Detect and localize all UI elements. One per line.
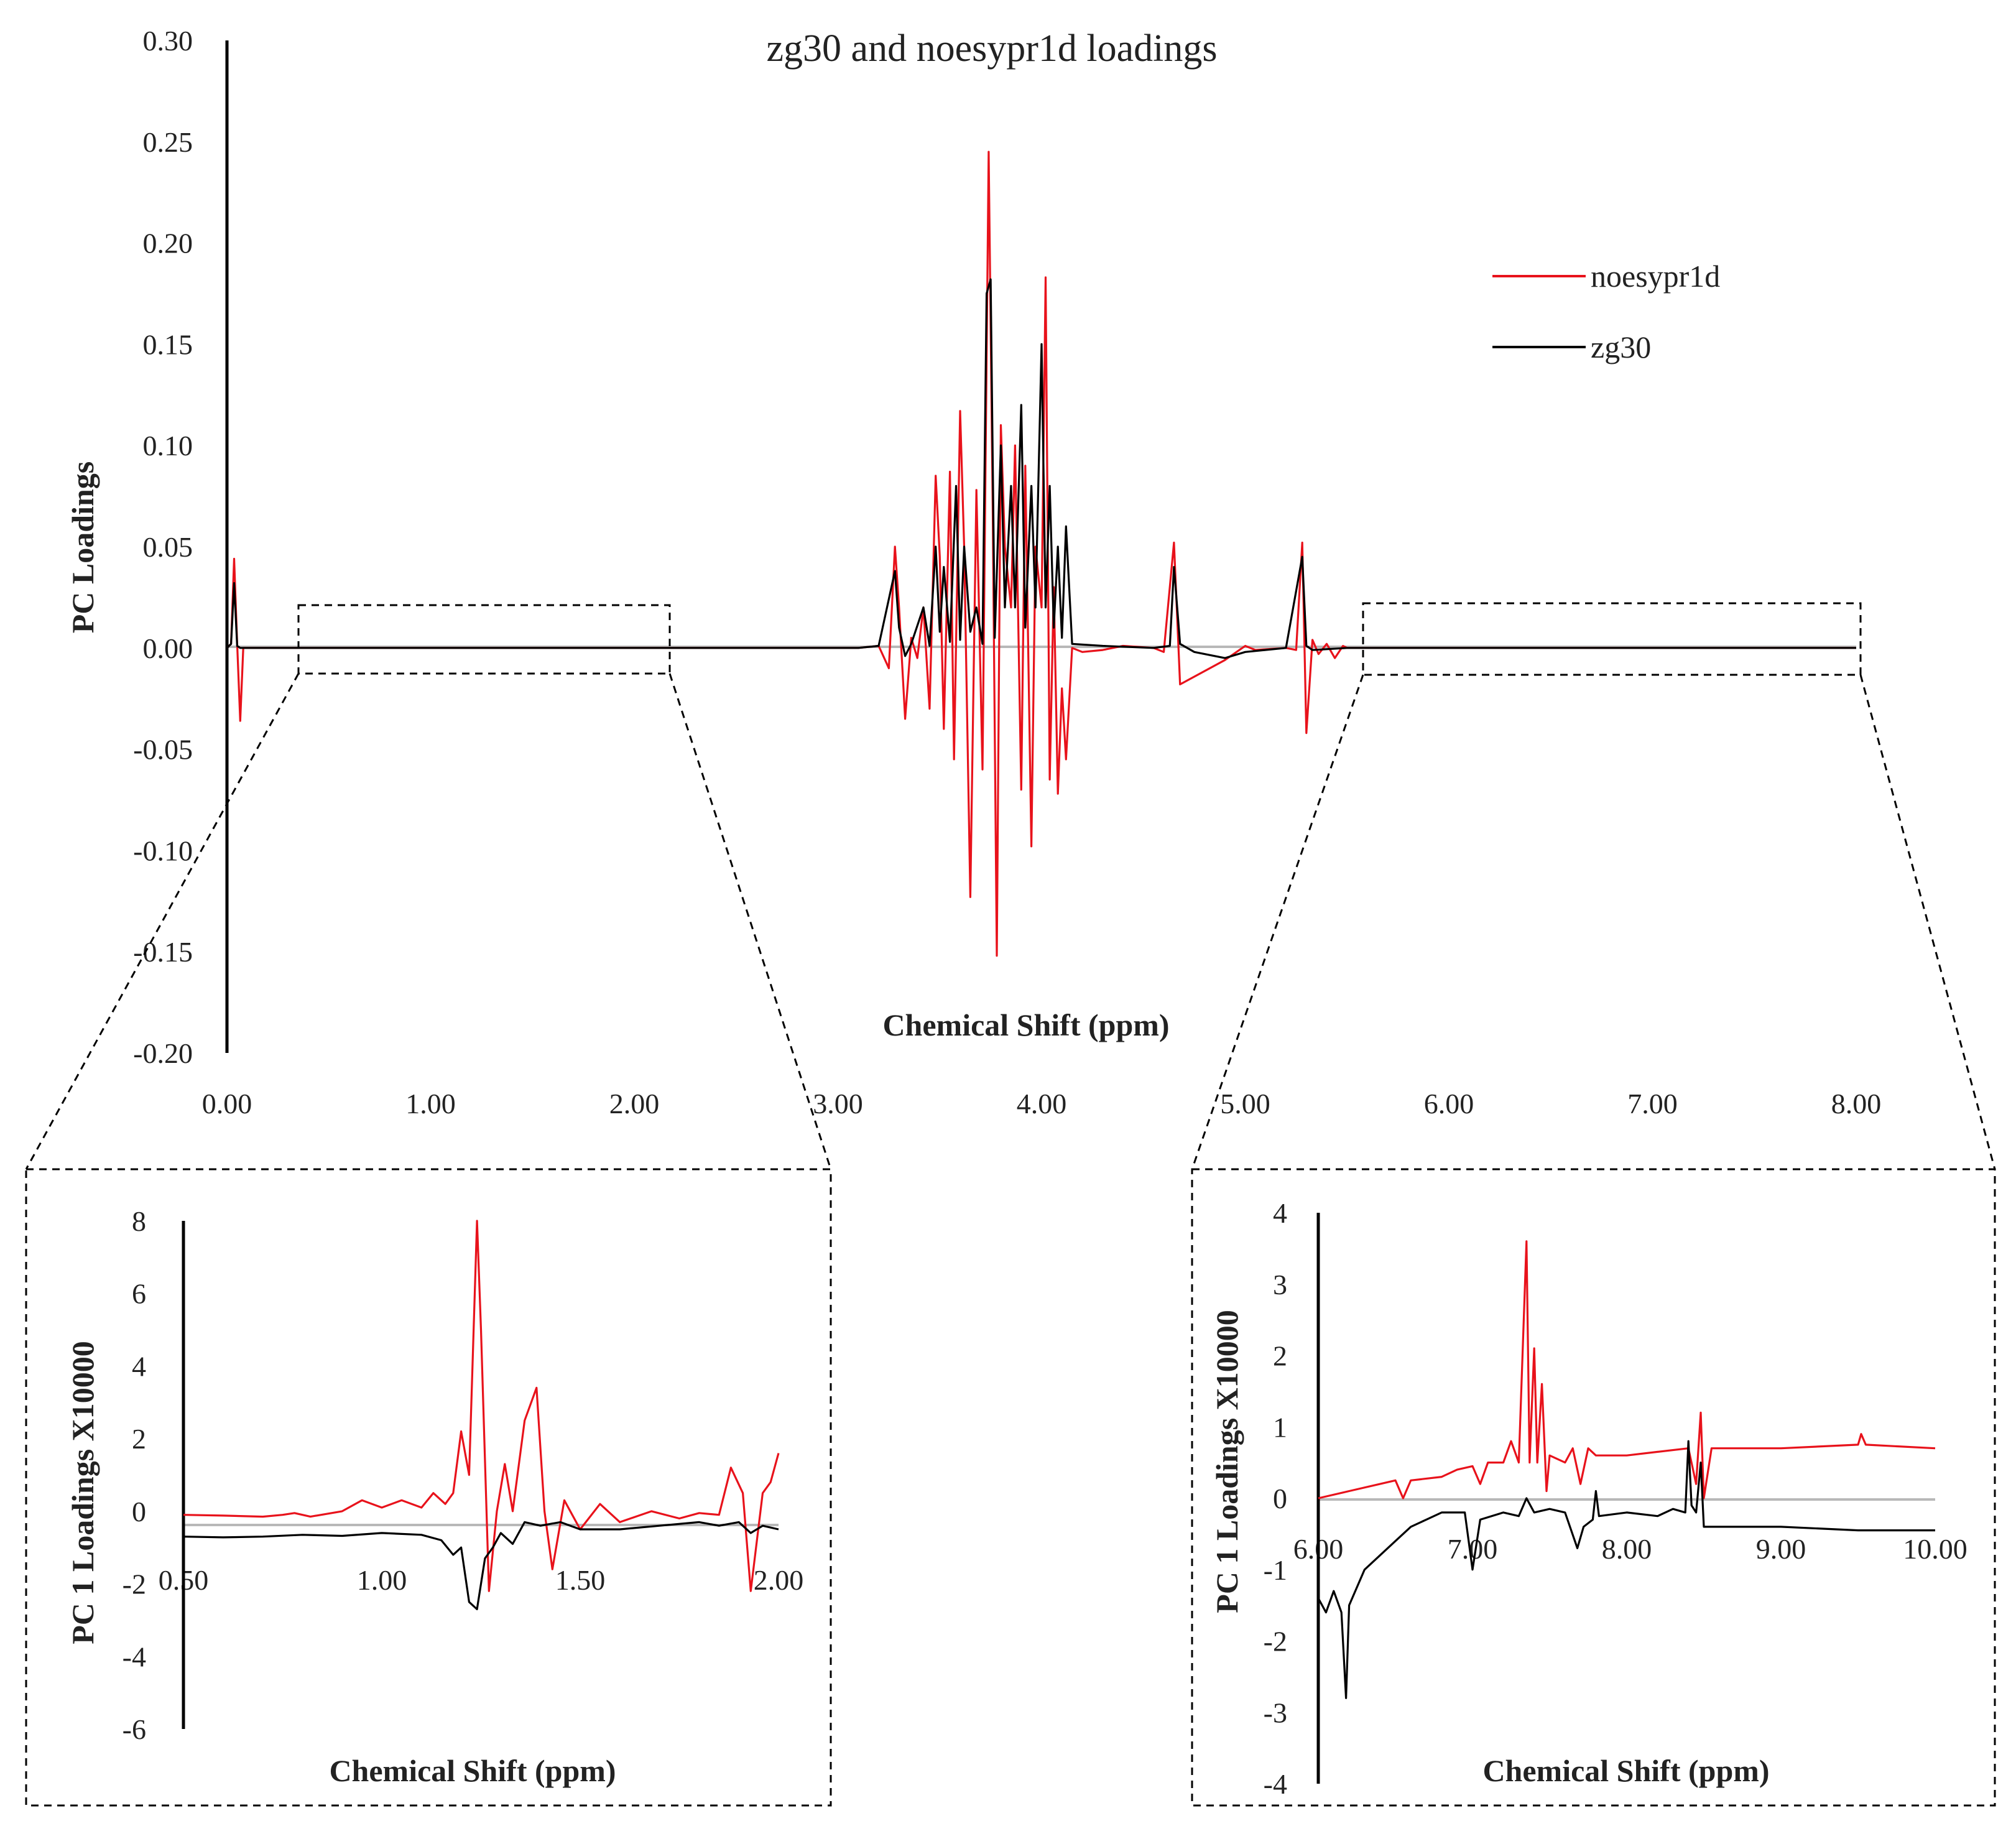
main-y-tick-label: 0.00 xyxy=(143,633,193,664)
zoom-right-zg30-line xyxy=(1317,1440,1935,1699)
main-title: zg30 and noesypr1d loadings xyxy=(767,27,1218,70)
left-y-tick-label: 8 xyxy=(132,1205,146,1237)
zoom-left-zg30-line xyxy=(183,1521,779,1610)
main-x-tick-label: 1.00 xyxy=(405,1088,456,1119)
right-y-tick-label: -3 xyxy=(1264,1697,1287,1728)
main-x-tick-label: 6.00 xyxy=(1424,1088,1474,1119)
zoom-connector-right-a xyxy=(1191,674,1364,1170)
zoom-connector-left-a xyxy=(25,673,300,1170)
right-y-tick-label: 2 xyxy=(1273,1340,1287,1372)
main-y-tick-label: -0.20 xyxy=(133,1037,193,1069)
zoom-region-right xyxy=(1362,602,1862,676)
main-x-tick-label: 2.00 xyxy=(609,1088,660,1119)
main-ylabel: PC Loadings xyxy=(65,461,100,633)
left-x-tick-label: 2.00 xyxy=(754,1564,804,1596)
zoom-connector-right-b xyxy=(1859,674,1996,1170)
main-y-tick-label: 0.25 xyxy=(143,126,193,158)
zoom-left-xlabel: Chemical Shift (ppm) xyxy=(329,1753,616,1788)
zoom-left-y-ticks: 8 6 4 2 0 -2 -4 -6 xyxy=(123,1205,146,1745)
zoom-left-x-ticks: 0.50 1.00 1.50 2.00 xyxy=(159,1564,804,1596)
legend-noesypr1d-label: noesypr1d xyxy=(1591,259,1720,294)
main-y-tick-label: -0.15 xyxy=(133,936,193,968)
right-y-tick-label: 4 xyxy=(1273,1197,1287,1229)
zoom-left-noesypr1d-line xyxy=(183,1220,780,1592)
left-y-tick-label: 0 xyxy=(132,1496,146,1527)
main-x-tick-label: 0.00 xyxy=(202,1088,252,1119)
main-y-tick-label: 0.05 xyxy=(143,531,193,563)
main-y-tick-label: 0.30 xyxy=(143,25,193,57)
main-y-tick-label: 0.10 xyxy=(143,430,193,461)
left-y-tick-label: -6 xyxy=(123,1713,146,1745)
right-y-tick-label: 1 xyxy=(1273,1411,1287,1443)
right-y-tick-label: -2 xyxy=(1264,1626,1287,1657)
left-y-tick-label: 2 xyxy=(132,1423,146,1455)
main-y-ticks: 0.30 0.25 0.20 0.15 0.10 0.05 0.00 -0.05 -0.10 -0… xyxy=(133,25,193,1069)
zoom-right-x-ticks: 6.00 7.00 8.00 9.00 10.00 xyxy=(1293,1533,1967,1565)
zoom-region-left xyxy=(297,604,671,675)
zoom-right-ylabel: PC 1 Loadings X10000 xyxy=(1209,1310,1244,1613)
main-y-tick-label: 0.15 xyxy=(143,328,193,360)
main-y-tick-label: -0.05 xyxy=(133,734,193,766)
legend: noesypr1d zg30 xyxy=(1492,259,1720,364)
main-x-tick-label: 3.00 xyxy=(813,1088,863,1119)
zoom-panel-left-frame xyxy=(25,1168,832,1807)
main-x-tick-label: 8.00 xyxy=(1831,1088,1882,1119)
right-x-tick-label: 9.00 xyxy=(1756,1533,1806,1565)
zoom-guides xyxy=(25,602,1996,1807)
zoom-left-ylabel: PC 1 Loadings X10000 xyxy=(65,1341,100,1644)
legend-zg30-label: zg30 xyxy=(1591,330,1651,364)
main-chart: zg30 and noesypr1d loadings PC Loadings … xyxy=(65,25,1881,1119)
zoom-right-chart: PC 1 Loadings X10000 Chemical Shift (ppm… xyxy=(1209,1197,1967,1800)
main-xlabel: Chemical Shift (ppm) xyxy=(882,1008,1169,1042)
left-x-tick-label: 1.50 xyxy=(555,1564,606,1596)
main-x-tick-label: 7.00 xyxy=(1627,1088,1678,1119)
right-x-tick-label: 8.00 xyxy=(1602,1533,1652,1565)
main-x-ticks: 0.00 1.00 2.00 3.00 4.00 5.00 6.00 7.00 8.00 xyxy=(202,1088,1882,1119)
right-y-tick-label: 3 xyxy=(1273,1269,1287,1300)
right-y-tick-label: 0 xyxy=(1273,1483,1287,1514)
right-x-tick-label: 7.00 xyxy=(1448,1533,1498,1565)
zoom-right-y-ticks: 4 3 2 1 0 -1 -2 -3 -4 xyxy=(1264,1197,1287,1800)
zoom-panel-right-frame xyxy=(1191,1168,1996,1807)
main-y-tick-label: -0.10 xyxy=(133,835,193,866)
zoom-right-xlabel: Chemical Shift (ppm) xyxy=(1482,1753,1769,1788)
left-y-tick-label: 4 xyxy=(132,1350,146,1382)
left-x-tick-label: 1.00 xyxy=(357,1564,407,1596)
left-y-tick-label: 6 xyxy=(132,1278,146,1310)
zoom-left-chart: PC 1 Loadings X10000 Chemical Shift (ppm… xyxy=(65,1205,803,1788)
left-y-tick-label: -4 xyxy=(123,1641,146,1672)
main-x-tick-label: 4.00 xyxy=(1017,1088,1067,1119)
main-y-tick-label: 0.20 xyxy=(143,228,193,259)
main-x-tick-label: 5.00 xyxy=(1220,1088,1270,1119)
main-zg30-line xyxy=(226,278,1856,659)
zoom-right-noesypr1d-line xyxy=(1318,1240,1936,1499)
right-y-tick-label: -4 xyxy=(1264,1768,1287,1800)
right-x-tick-label: 10.00 xyxy=(1903,1533,1967,1565)
zoom-connector-left-b xyxy=(668,673,832,1170)
left-y-tick-label: -2 xyxy=(123,1569,146,1600)
right-y-tick-label: -1 xyxy=(1264,1554,1287,1586)
